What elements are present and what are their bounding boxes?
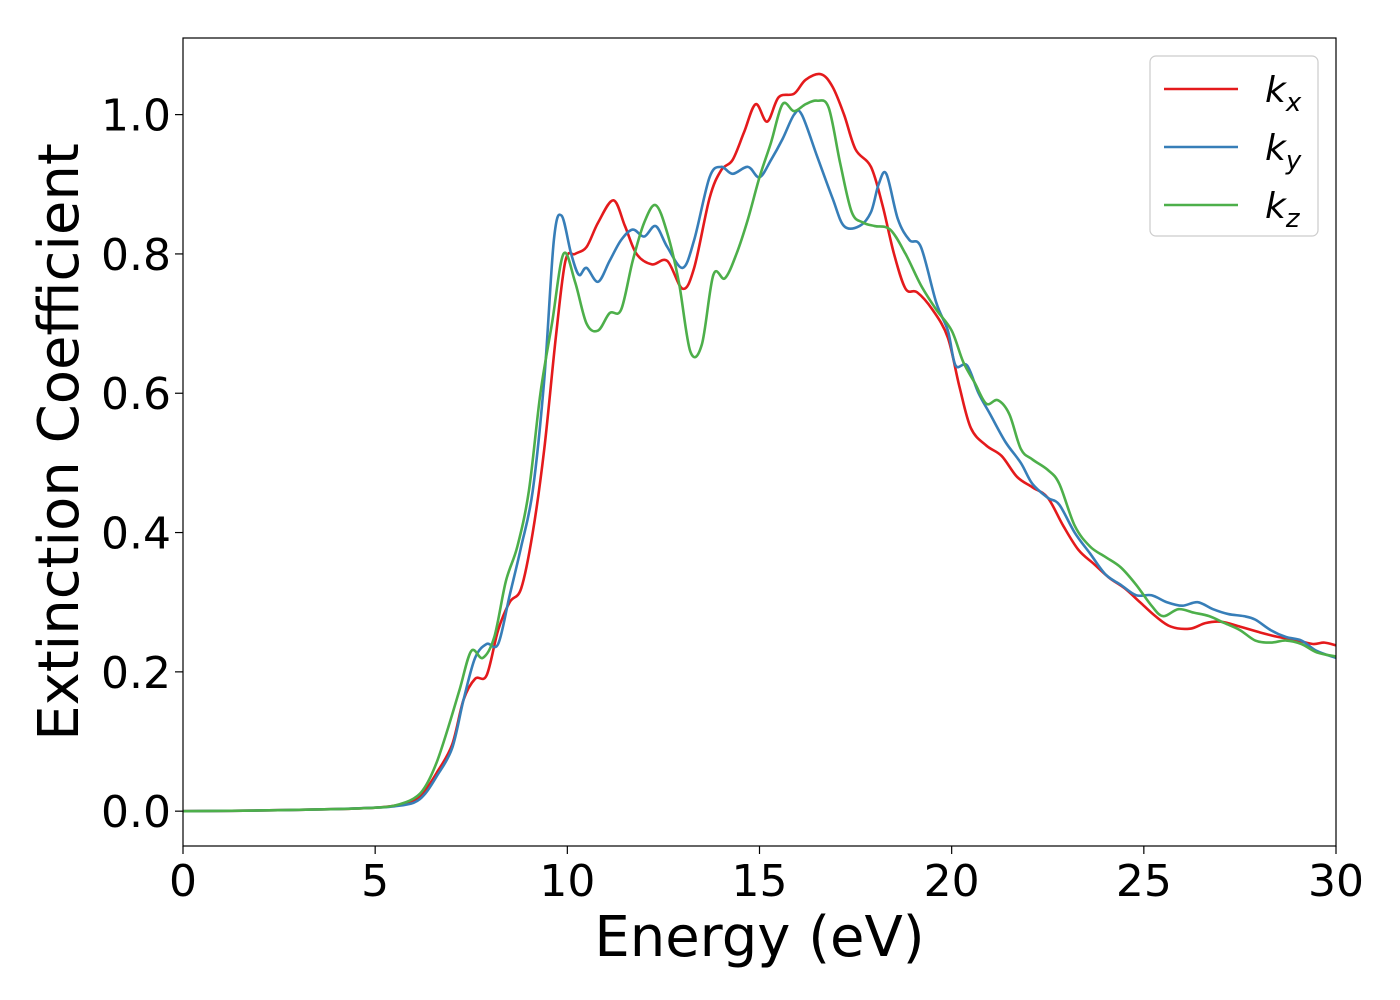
x-axis-label: Energy (eV)	[594, 905, 924, 970]
y-tick-label: 0.6	[101, 369, 171, 420]
x-tick-label: 30	[1308, 856, 1364, 907]
y-tick-label: 0.4	[101, 509, 171, 560]
y-axis-label: Extinction Coefficient	[27, 143, 92, 741]
x-tick-label: 5	[361, 856, 389, 907]
x-tick-label: 10	[539, 856, 595, 907]
x-tick-label: 20	[924, 856, 980, 907]
y-tick-label: 1.0	[101, 91, 171, 142]
y-tick-label: 0.8	[101, 230, 171, 281]
x-tick-label: 25	[1116, 856, 1172, 907]
y-tick-label: 0.0	[101, 787, 171, 838]
x-tick-label: 0	[169, 856, 197, 907]
series-line-kx	[183, 72, 1336, 813]
y-tick-label: 0.2	[101, 648, 171, 699]
series-line-kz	[183, 99, 1336, 813]
x-axis: 0 5 10 15 20 25 30	[169, 846, 1364, 907]
x-tick-label: 15	[732, 856, 788, 907]
y-axis: 0.0 0.2 0.4 0.6 0.8 1.0	[101, 91, 183, 838]
series-layer	[183, 72, 1336, 813]
